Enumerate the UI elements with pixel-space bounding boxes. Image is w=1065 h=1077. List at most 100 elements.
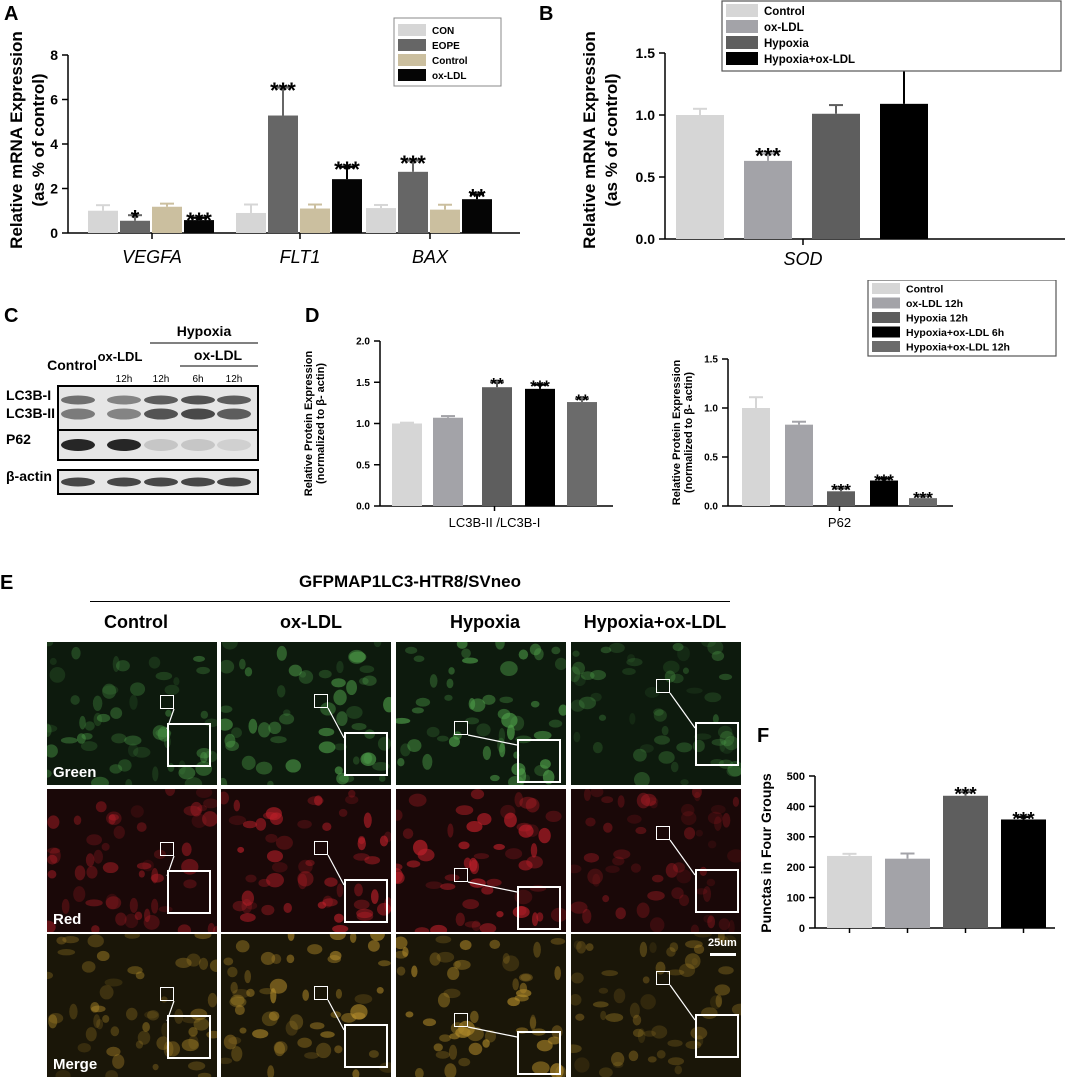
panel-c-band-actin	[181, 477, 215, 487]
panel-d-right-bar-Hypoxia+ox-LDL 6h	[870, 480, 898, 506]
panel-a-legend-label: Control	[432, 56, 468, 67]
micrograph-roi-box	[160, 842, 174, 856]
micrograph-connector-line	[327, 707, 345, 739]
micrograph-cells	[221, 789, 391, 932]
panel-a-bar-VEGFA-ox-LDL-significance: ***	[186, 208, 212, 233]
panel-c-band-lc3b-ii	[181, 408, 215, 420]
micrograph-merge-hypoxia	[396, 934, 566, 1077]
micrograph-merge-hypoxia-ox-ldl	[571, 934, 741, 1077]
micrograph-green-control: Green	[47, 642, 217, 785]
scale-bar-label: 25um	[708, 937, 737, 949]
panel-d-legend-swatch	[872, 297, 900, 309]
panel-d-left-ytick-label: 0.5	[356, 460, 370, 471]
panel-f-bar-2-significance: ***	[954, 785, 977, 806]
panel-c-band-label: LC3B-II	[6, 405, 55, 421]
panel-d-left-ylabel-2: (normalized to β- actin)	[315, 363, 327, 484]
micrograph-zoom-inset	[695, 1014, 739, 1058]
micrograph-channel-label: Red	[53, 911, 82, 928]
panel-b-ytick-label: 1.5	[636, 45, 656, 61]
panel-e-title-rule	[90, 601, 730, 602]
panel-a-chart: A Relative mRNA Expression (as % of cont…	[4, 3, 520, 267]
micrograph-zoom-inset	[344, 1024, 388, 1068]
panel-d-left-ytick-label: 1.0	[356, 419, 370, 430]
panel-b-ytick-label: 1.0	[636, 107, 656, 123]
micrograph-green-ox-ldl	[221, 642, 391, 785]
panel-a-xtick-label: FLT1	[280, 247, 321, 267]
panel-b-legend	[721, 0, 1062, 72]
panel-f-ytick-label: 300	[787, 832, 805, 844]
panel-a-bar-BAX-ox-LDL-significance: **	[468, 184, 486, 209]
panel-a-bar-VEGFA-CON	[88, 210, 118, 233]
panel-c-band-p62	[107, 439, 141, 451]
micrograph-red-hypoxia	[396, 789, 566, 932]
panel-c-lc3b-blot	[57, 385, 259, 431]
panel-e-title: GFPMAP1LC3-HTR8/SVneo	[299, 572, 521, 591]
micrograph-roi-box	[314, 694, 328, 708]
panel-d-left-ytick-label: 0.0	[356, 502, 370, 513]
micrograph-zoom-inset	[517, 739, 561, 783]
panel-c-band-lc3b-i	[181, 395, 215, 405]
panel-c-oxldl-left: ox-LDL	[98, 349, 143, 364]
micrograph-zoom-inset	[344, 879, 388, 923]
panel-f-ytick-label: 400	[787, 801, 805, 813]
panel-f-ytick-label: 0	[799, 923, 805, 935]
panel-f-ytick-label: 500	[787, 771, 805, 783]
panel-a-legend-label: ox-LDL	[432, 71, 466, 82]
panel-c-band-lc3b-i	[144, 395, 178, 405]
panel-d-right-bar-Control	[742, 408, 770, 506]
panel-b-bar-Hypoxia+ox-LDL	[880, 103, 928, 239]
micrograph-red-hypoxia-ox-ldl	[571, 789, 741, 932]
panel-c-lane-time: 12h	[153, 374, 170, 385]
panel-a-ylabel-1: Relative mRNA Expression	[7, 31, 26, 249]
panel-c-band-actin	[217, 477, 251, 487]
panel-a-bar-BAX-EOPE-significance: ***	[400, 151, 426, 176]
micrograph-roi-box	[454, 1013, 468, 1027]
panel-a-xtick-label: BAX	[412, 247, 449, 267]
micrograph-green-hypoxia-ox-ldl	[571, 642, 741, 785]
micrograph-roi-box	[314, 841, 328, 855]
panel-f-ylabel: Punctas in Four Groups	[758, 773, 774, 933]
panel-d-left-bar-Hypoxia 12h-significance: **	[490, 375, 504, 394]
panel-b-ytick-label: 0.0	[636, 231, 656, 247]
panel-d-chart: D Control ox-LDL 12h Hypoxia 12h Hypoxia+ox…	[303, 280, 1057, 530]
micrograph-cells	[47, 642, 217, 785]
micrograph-cells	[571, 789, 741, 932]
panel-a-ylabel-2: (as % of control)	[29, 73, 48, 206]
panel-a-bar-BAX-ox-LDL	[462, 199, 492, 233]
panel-d-right-ytick-label: 0.5	[704, 453, 718, 464]
panel-d-right-bar-Hypoxia 12h	[827, 491, 855, 506]
panel-d-legend-swatch	[872, 326, 900, 338]
panel-f-bar-3	[1001, 819, 1046, 928]
micrograph-merge-control: Merge	[47, 934, 217, 1077]
panel-b-legend-swatch	[726, 52, 758, 65]
micrograph-connector-line	[327, 854, 345, 886]
panel-d-right-ytick-label: 0.0	[704, 502, 718, 513]
panel-e-column-title: Control	[104, 612, 168, 632]
panel-a-bar-FLT1-ox-LDL-significance: ***	[334, 157, 360, 182]
micrograph-cells	[396, 935, 566, 1077]
panel-f-bar-2	[943, 795, 988, 928]
micrograph-roi-box	[656, 679, 670, 693]
panel-d-right-ylabel-2: (normalized to β- actin)	[683, 372, 695, 493]
panel-d-legend-label: Hypoxia+ox-LDL 12h	[906, 342, 1010, 354]
micrograph-cells	[47, 789, 217, 932]
panel-c-band-lc3b-i	[61, 395, 95, 405]
panel-d-legend-swatch	[872, 283, 900, 294]
panel-f-ytick-label: 100	[787, 892, 805, 904]
panel-b-ylabel-2: (as % of control)	[602, 73, 621, 206]
micrograph-connector-line	[669, 839, 696, 876]
micrograph-zoom-inset	[517, 886, 561, 930]
panel-a-bar-FLT1-ox-LDL	[332, 179, 362, 233]
panel-e: E GFPMAP1LC3-HTR8/SVneo Control ox-LDL Hyp…	[0, 560, 760, 1077]
panel-b-bar-Hypoxia	[812, 113, 860, 239]
panel-a-bar-FLT1-EOPE-significance: ***	[270, 78, 296, 103]
micrograph-connector-line	[166, 855, 175, 877]
panel-a-letter: A	[4, 3, 18, 25]
micrograph-roi-box	[656, 826, 670, 840]
micrograph-roi-box	[160, 695, 174, 709]
panel-c-band-actin	[144, 477, 178, 487]
panel-f-bar-3-significance: ***	[1012, 809, 1035, 830]
panel-c-band-actin	[61, 477, 95, 487]
panel-c-band-lc3b-ii	[217, 408, 251, 420]
panel-b-ytick-label: 0.5	[636, 169, 656, 185]
